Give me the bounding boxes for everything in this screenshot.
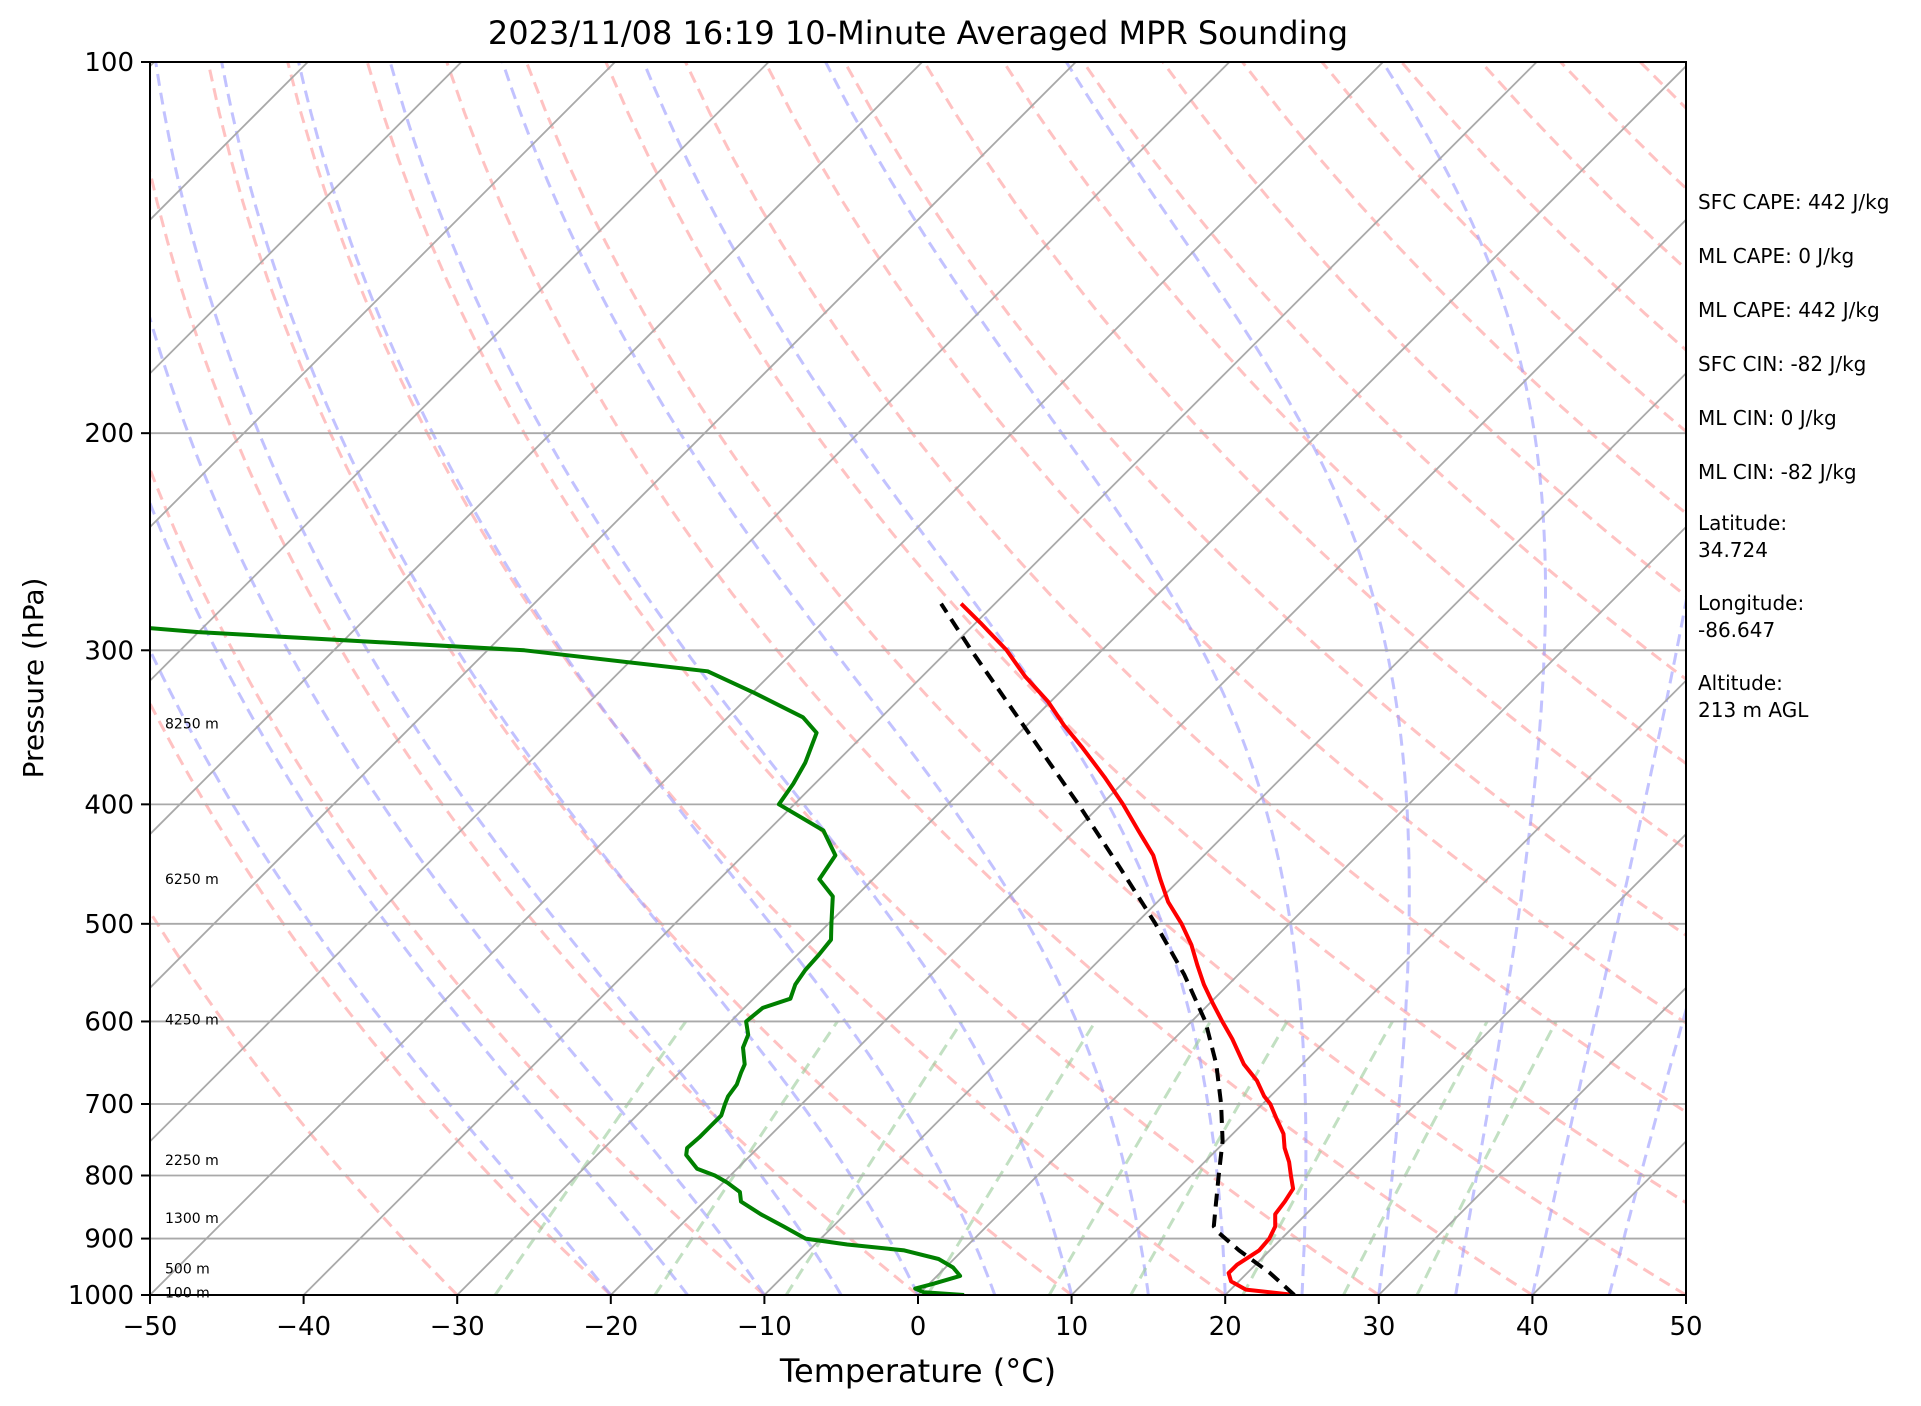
height-label: 1300 m: [165, 1211, 219, 1227]
isotherm-line: [1070, 679, 1686, 1295]
y-tick-label: 800: [84, 1162, 134, 1192]
altitude-label: Altitude:: [1698, 671, 1783, 695]
y-tick-label: 100: [84, 48, 134, 78]
index-line: ML CIN: 0 J/kg: [1698, 406, 1837, 430]
isotherm-line: [1378, 986, 1686, 1295]
y-tick-label: 700: [84, 1090, 134, 1120]
isotherm-line: [150, 62, 463, 375]
x-tick-label: −40: [276, 1312, 331, 1342]
isotherm-line: [610, 218, 1686, 1295]
dewpoint-profile: [150, 626, 965, 1295]
y-tick-label: 600: [84, 1007, 134, 1037]
dry-adiabat: [843, 62, 1686, 938]
y-tick-label: 400: [84, 790, 134, 820]
height-label: 8250 m: [165, 717, 219, 733]
x-tick-label: −20: [583, 1312, 638, 1342]
moist-adiabat: [220, 62, 920, 1295]
x-tick-label: 0: [910, 1312, 927, 1342]
y-tick-label: 300: [84, 636, 134, 666]
isotherm-line: [763, 372, 1686, 1295]
index-line: ML CAPE: 0 J/kg: [1698, 244, 1855, 268]
index-line: ML CAPE: 442 J/kg: [1698, 298, 1880, 322]
y-axis-label: Pressure (hPa): [17, 578, 50, 779]
isotherm-line: [150, 62, 616, 529]
moist-adiabat: [150, 313, 766, 1295]
longitude-value: -86.647: [1698, 618, 1776, 642]
longitude-label: Longitude:: [1698, 591, 1805, 615]
chart-title: 2023/11/08 16:19 10-Minute Averaged MPR …: [488, 14, 1348, 52]
latitude-label: Latitude:: [1698, 511, 1788, 535]
isotherm-line: [150, 62, 1384, 1295]
dry-adiabat: [206, 62, 1073, 1295]
height-label: 100 m: [165, 1285, 210, 1301]
dry-adiabat: [150, 700, 612, 1295]
dry-adiabat: [684, 62, 1686, 1114]
x-tick-label: −50: [123, 1312, 178, 1342]
index-line: SFC CIN: -82 J/kg: [1698, 352, 1867, 376]
dry-adiabat: [445, 62, 1534, 1295]
index-line: SFC CAPE: 442 J/kg: [1698, 190, 1890, 214]
isotherm-line: [150, 62, 1231, 1143]
dry-adiabat: [150, 165, 919, 1295]
isotherm-line: [917, 525, 1686, 1295]
x-axis-label: Temperature (°C): [779, 1352, 1056, 1390]
x-tick-label: 50: [1669, 1312, 1702, 1342]
moist-adiabat: [297, 62, 997, 1295]
dry-adiabat: [150, 909, 459, 1295]
index-line: ML CIN: -82 J/kg: [1698, 460, 1857, 484]
height-label: 4250 m: [165, 1013, 219, 1029]
dry-adiabat: [525, 62, 1686, 1295]
moist-adiabat: [154, 62, 843, 1295]
x-tick-label: 30: [1362, 1312, 1395, 1342]
x-tick-label: −10: [737, 1312, 792, 1342]
isotherm-line: [150, 62, 923, 836]
dry-adiabat: [922, 62, 1686, 851]
x-tick-label: 40: [1516, 1312, 1549, 1342]
height-label: 500 m: [165, 1262, 210, 1278]
isotherm-line: [456, 64, 1686, 1295]
x-tick-label: −30: [430, 1312, 485, 1342]
isotherm-line: [150, 62, 770, 682]
moist-adiabat: [1381, 62, 1547, 1295]
y-tick-label: 1000: [68, 1281, 134, 1311]
y-tick-label: 200: [84, 419, 134, 449]
y-tick-label: 900: [84, 1225, 134, 1255]
isotherm-line: [1224, 832, 1686, 1295]
mixing-ratio-line: [493, 1020, 688, 1295]
x-tick-label: 10: [1055, 1312, 1088, 1342]
dry-adiabat: [286, 62, 1227, 1295]
latitude-value: 34.724: [1698, 538, 1768, 562]
parcel-profile: [939, 602, 1296, 1295]
altitude-value: 213 m AGL: [1698, 698, 1809, 722]
isotherm-line: [150, 62, 1077, 990]
isotherm-line: [302, 62, 1538, 1295]
dry-adiabat: [1161, 62, 1686, 598]
temperature-profile: [959, 602, 1296, 1295]
moist-adiabat: [824, 62, 1308, 1295]
dry-adiabat: [604, 62, 1686, 1205]
height-label: 6250 m: [165, 872, 219, 888]
moist-adiabat: [642, 62, 1227, 1295]
x-tick-label: 20: [1209, 1312, 1242, 1342]
moist-adiabat: [1530, 593, 1686, 1295]
y-tick-label: 500: [84, 910, 134, 940]
dry-adiabat: [365, 62, 1380, 1295]
height-label: 2250 m: [165, 1153, 219, 1169]
dry-adiabat: [763, 62, 1686, 1025]
